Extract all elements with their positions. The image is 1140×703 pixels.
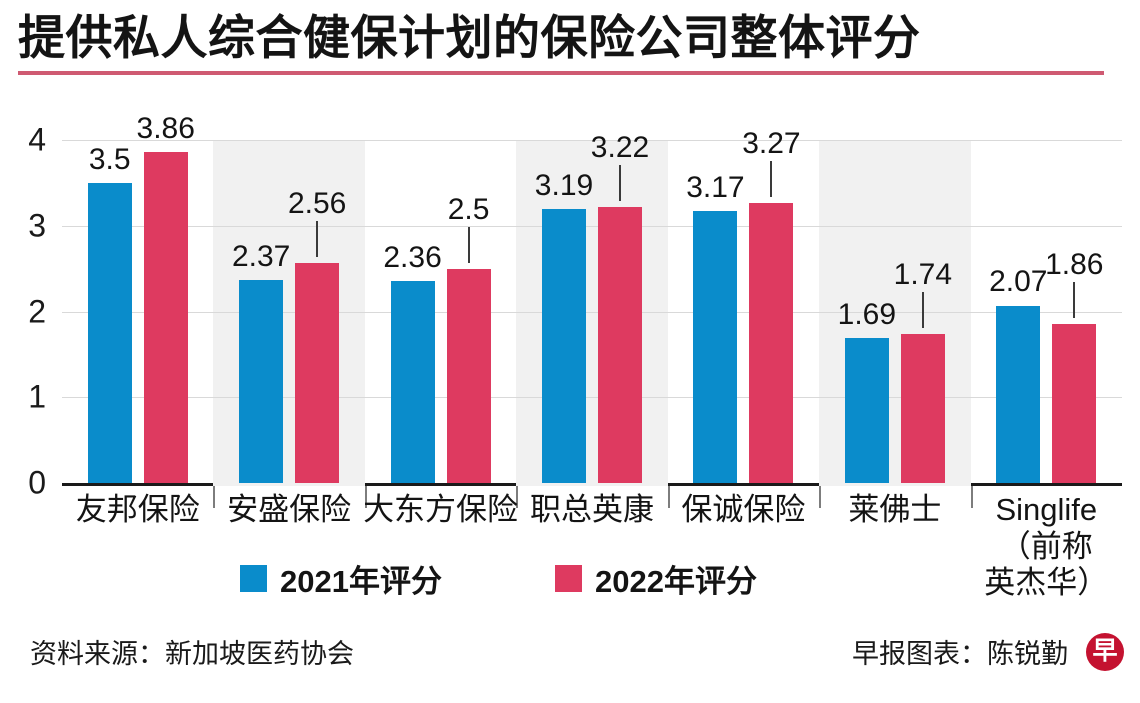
category-separator-tick (667, 486, 670, 508)
gridline (62, 311, 1122, 313)
category-background-band (819, 140, 971, 486)
value-label-leader-line (921, 291, 924, 328)
category-label: 保诚保险 (681, 492, 806, 527)
bar-2021 (542, 209, 586, 483)
category-label: 职总英康 (530, 492, 654, 527)
bar-value-label: 1.69 (837, 298, 897, 332)
bar-value-label: 2.36 (383, 240, 442, 274)
bar-2022 (900, 333, 945, 483)
bar-value-label: 3.27 (742, 126, 801, 160)
category-background-band (213, 140, 365, 486)
bar-2022 (1052, 323, 1097, 483)
bar-2022 (749, 202, 794, 483)
bar-value-label: 3.5 (88, 142, 131, 176)
bar-2021 (239, 279, 284, 483)
bar-value-label: 3.86 (136, 112, 195, 146)
value-label-leader-line (467, 226, 470, 263)
value-label-leader-line (1073, 281, 1076, 318)
legend-label: 2021年评分 (280, 564, 442, 599)
bar-value-label: 2.07 (989, 265, 1048, 299)
gridline (62, 225, 1122, 227)
category-label: Singlife （前称 英杰华） (984, 492, 1109, 601)
bar-2021 (996, 305, 1041, 483)
bar-2022 (143, 152, 188, 483)
title-underline-rule (18, 71, 1104, 76)
value-label-leader-line (770, 160, 773, 197)
legend-item-2021[interactable]: 2021年评分 (240, 556, 442, 601)
y-axis-tick-label: 0 (28, 464, 46, 501)
bar-value-label: 3.17 (686, 171, 745, 205)
bar-2022 (598, 206, 642, 483)
legend-swatch-icon (240, 565, 267, 592)
category-separator-tick (364, 486, 367, 508)
value-label-leader-line (619, 164, 621, 201)
page-title: 提供私人综合健保计划的保险公司整体评分 (18, 11, 921, 64)
bar-2021 (844, 338, 889, 483)
bar-value-label: 1.74 (893, 257, 953, 291)
bar-value-label: 2.56 (287, 187, 347, 221)
bar-value-label: 1.86 (1045, 247, 1104, 281)
credit-block: 早报图表：陈锐勤 早 (852, 632, 1124, 671)
category-label: 大东方保险 (363, 492, 519, 527)
credit-note: 早报图表：陈锐勤 (852, 639, 1068, 669)
x-axis-category-labels: 友邦保险 安盛保险 大东方保险 职总英康 保诚保险 莱佛士 Singlife （前称 英杰华） (62, 492, 1122, 612)
y-axis-tick-label: 1 (28, 378, 46, 415)
chart-footer: 资料来源：新加坡医药协会 早报图表：陈锐勤 早 (0, 632, 1140, 692)
bar-value-label: 3.19 (534, 169, 594, 203)
source-note: 资料来源：新加坡医药协会 (30, 639, 354, 669)
gridline (62, 140, 1122, 141)
bar-2022 (295, 263, 340, 483)
zaobao-logo-icon: 早 (1086, 632, 1124, 671)
bar-2022 (446, 268, 491, 483)
legend-label: 2022年评分 (595, 564, 757, 599)
category-label: 安盛保险 (227, 492, 352, 527)
value-label-leader-line (316, 221, 319, 258)
bar-value-label: 2.5 (447, 192, 490, 226)
category-label: 莱佛士 (848, 492, 942, 527)
bar-2021 (87, 182, 132, 483)
title-block: 提供私人综合健保计划的保险公司整体评分 (18, 10, 1122, 76)
legend-item-2022[interactable]: 2022年评分 (555, 556, 757, 601)
category-separator-tick (516, 486, 519, 508)
bar-2021 (693, 211, 738, 483)
y-axis-tick-label: 2 (28, 293, 46, 329)
bar-value-label: 3.22 (590, 130, 650, 164)
chart-plot-wrapper: 0 1 2 3 4 3.5 3.86 2.37 2.56 2.36 2.5 3.19 3.22 3.17… (0, 112, 1140, 600)
chart-legend: 2021年评分 2022年评分 (0, 556, 1140, 599)
bar-value-label: 2.37 (231, 239, 291, 273)
legend-swatch-icon (555, 565, 582, 592)
category-separator-tick (213, 486, 216, 508)
category-separator-tick (819, 486, 822, 508)
bar-2021 (390, 280, 435, 483)
gridline (62, 397, 1122, 399)
y-axis-tick-label: 4 (28, 121, 46, 158)
y-axis: 0 1 2 3 4 (0, 122, 62, 501)
category-label: 友邦保险 (75, 492, 200, 527)
category-background-band (516, 140, 668, 486)
plot-area: 3.5 3.86 2.37 2.56 2.36 2.5 3.19 3.22 3.17 3.27 1.… (62, 112, 1122, 508)
y-axis-tick-label: 3 (28, 207, 46, 244)
category-separator-tick (970, 486, 973, 508)
